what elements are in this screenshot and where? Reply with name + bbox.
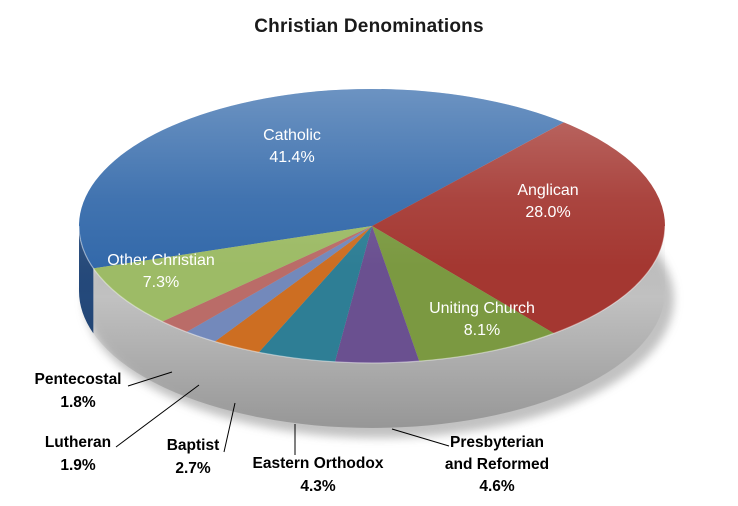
- slice-labels: Catholic 41.4% Anglican 28.0% Uniting Church…: [34, 127, 578, 495]
- pie-wall-shading: [79, 226, 665, 428]
- leader-line-lutheran: [115, 384, 200, 448]
- slice-label-other-christian: Other Christian 7.3%: [107, 252, 215, 291]
- leader-line-presbyterian-and-reformed: [391, 428, 450, 447]
- slice-label-presbyterian-and-reformed: Presbyterian and Reformed 4.6%: [445, 434, 549, 495]
- slice-label-eastern-orthodox: Eastern Orthodox 4.3%: [253, 455, 384, 495]
- leader-lines: [115, 371, 450, 455]
- slice-label-lutheran: Lutheran 1.9%: [45, 434, 111, 474]
- slice-label-pentecostal: Pentecostal 1.8%: [34, 371, 121, 411]
- slice-label-uniting-church: Uniting Church 8.1%: [429, 300, 535, 339]
- leader-line-pentecostal: [127, 371, 173, 387]
- slice-label-catholic: Catholic 41.4%: [263, 127, 321, 166]
- slice-label-anglican: Anglican 28.0%: [517, 182, 578, 221]
- chart-title: Christian Denominations: [254, 16, 484, 37]
- slice-label-baptist: Baptist 2.7%: [167, 437, 220, 477]
- pie-sheen-overlay: [79, 89, 665, 363]
- leader-line-baptist: [223, 402, 236, 453]
